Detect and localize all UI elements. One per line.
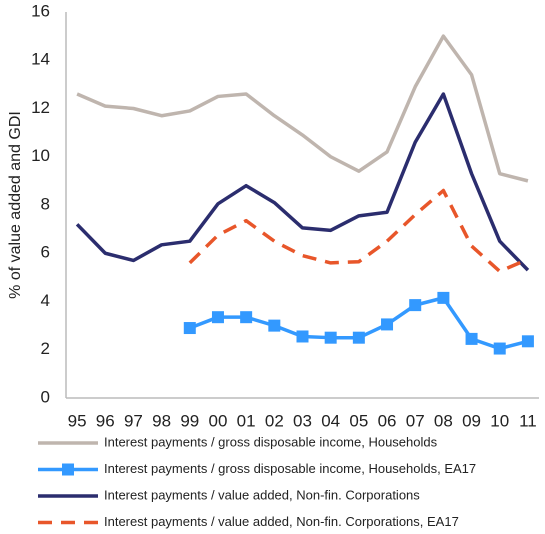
series-line bbox=[188, 188, 529, 274]
data-point bbox=[381, 318, 394, 331]
x-tick-label: 99 bbox=[180, 411, 199, 430]
data-point bbox=[240, 311, 253, 324]
x-tick-label: 96 bbox=[96, 411, 115, 430]
x-tick-label: 97 bbox=[124, 411, 143, 430]
y-tick-label: 8 bbox=[41, 194, 50, 213]
x-tick-label: 00 bbox=[209, 411, 228, 430]
y-axis-label: % of value added and GDI bbox=[7, 111, 24, 299]
x-tick-label: 06 bbox=[378, 411, 397, 430]
x-tick-label: 08 bbox=[434, 411, 453, 430]
x-tick-label: 02 bbox=[265, 411, 284, 430]
legend-label: Interest payments / gross disposable inc… bbox=[104, 461, 476, 476]
data-point bbox=[409, 299, 422, 312]
x-tick-label: 04 bbox=[321, 411, 340, 430]
y-tick-label: 4 bbox=[41, 291, 50, 310]
x-tick-label: 05 bbox=[349, 411, 368, 430]
series-line bbox=[75, 92, 530, 272]
data-point bbox=[324, 331, 337, 344]
y-tick-label: 2 bbox=[41, 339, 50, 358]
legend-label: Interest payments / value added, Non-fin… bbox=[104, 514, 459, 529]
x-tick-label: 11 bbox=[519, 411, 537, 430]
legend-label: Interest payments / value added, Non-fin… bbox=[104, 487, 420, 502]
data-point bbox=[211, 311, 224, 324]
data-point bbox=[465, 332, 478, 345]
x-tick-label: 95 bbox=[68, 411, 87, 430]
y-tick-label: 0 bbox=[41, 387, 50, 406]
data-point bbox=[437, 291, 450, 304]
data-point bbox=[493, 342, 506, 355]
x-tick-label: 98 bbox=[152, 411, 171, 430]
y-tick-label: 6 bbox=[41, 243, 50, 262]
legend-marker bbox=[62, 463, 74, 476]
x-tick-label: 10 bbox=[490, 411, 509, 430]
y-tick-label: 12 bbox=[31, 98, 50, 117]
x-tick-label: 03 bbox=[293, 411, 312, 430]
x-tick-label: 01 bbox=[237, 411, 256, 430]
data-point bbox=[521, 335, 534, 348]
x-tick-label: 09 bbox=[462, 411, 481, 430]
y-tick-label: 10 bbox=[31, 146, 50, 165]
data-point bbox=[352, 331, 365, 344]
data-point bbox=[183, 322, 196, 335]
series-line bbox=[76, 34, 529, 183]
legend-label: Interest payments / gross disposable inc… bbox=[104, 434, 438, 449]
data-point bbox=[296, 330, 309, 343]
data-point bbox=[268, 319, 281, 332]
y-tick-label: 14 bbox=[31, 50, 50, 69]
y-tick-label: 16 bbox=[31, 1, 50, 20]
x-tick-label: 07 bbox=[406, 411, 425, 430]
